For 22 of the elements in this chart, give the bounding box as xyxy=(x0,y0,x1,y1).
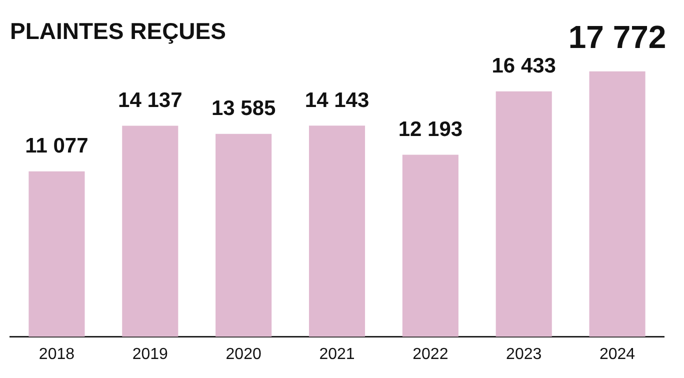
x-tick-label: 2022 xyxy=(412,346,448,363)
data-label: 13 585 xyxy=(211,97,276,120)
data-label: 17 772 xyxy=(568,19,666,56)
bar xyxy=(308,126,366,337)
x-tick-label: 2018 xyxy=(38,346,75,363)
bar xyxy=(122,126,178,337)
x-tick-label: 2024 xyxy=(599,346,636,363)
bar xyxy=(402,154,458,337)
data-label: 12 193 xyxy=(398,118,463,142)
x-tick-label: 2023 xyxy=(506,346,542,363)
x-tick-label: 2019 xyxy=(132,346,168,363)
bar xyxy=(28,171,85,337)
data-label: 14 143 xyxy=(304,88,370,112)
bar xyxy=(216,134,272,337)
bar xyxy=(589,71,646,337)
data-label: 11 077 xyxy=(25,134,88,158)
x-tick-label: 2021 xyxy=(319,346,355,363)
data-label: 16 433 xyxy=(492,54,556,78)
data-label: 14 137 xyxy=(118,88,182,112)
x-tick-label: 2020 xyxy=(226,346,262,363)
chart-title: PLAINTES REÇUES xyxy=(10,18,226,45)
bar xyxy=(496,91,552,337)
